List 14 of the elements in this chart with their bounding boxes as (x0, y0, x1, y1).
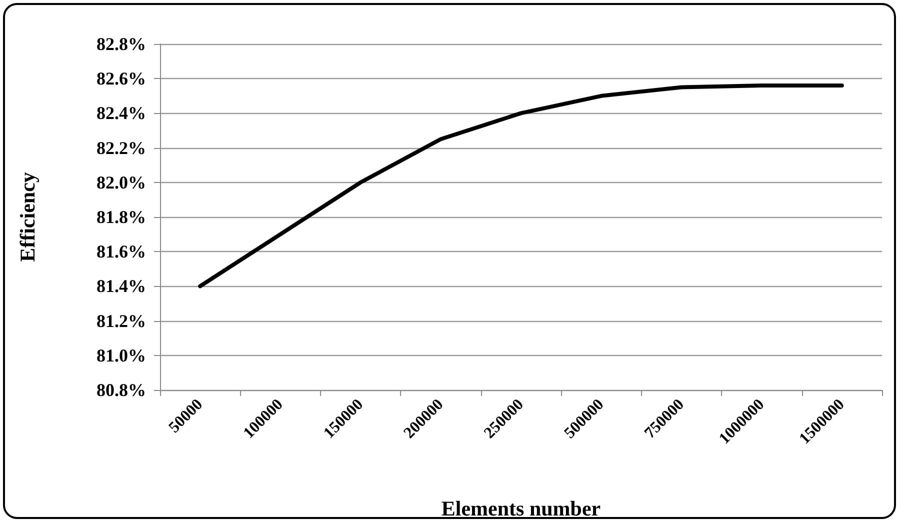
y-tick-label: 81.4% (96, 276, 146, 296)
y-tick-label: 82.8% (96, 34, 146, 54)
y-tick-label: 81.6% (96, 242, 146, 262)
y-tick-label: 81.0% (96, 345, 146, 366)
x-axis-title: Elements number (441, 496, 601, 520)
y-tick-label: 81.8% (96, 207, 146, 227)
line-series (198, 84, 844, 288)
y-tick-label: 81.2% (96, 310, 146, 331)
y-tick-label: 82.4% (96, 103, 146, 124)
y-axis-title: Efficiency (16, 172, 40, 262)
y-tick-label: 82.2% (96, 138, 146, 158)
y-tick-label: 82.0% (96, 172, 146, 192)
y-tick-label: 82.6% (96, 68, 146, 89)
y-tick-label: 80.8% (96, 380, 146, 400)
